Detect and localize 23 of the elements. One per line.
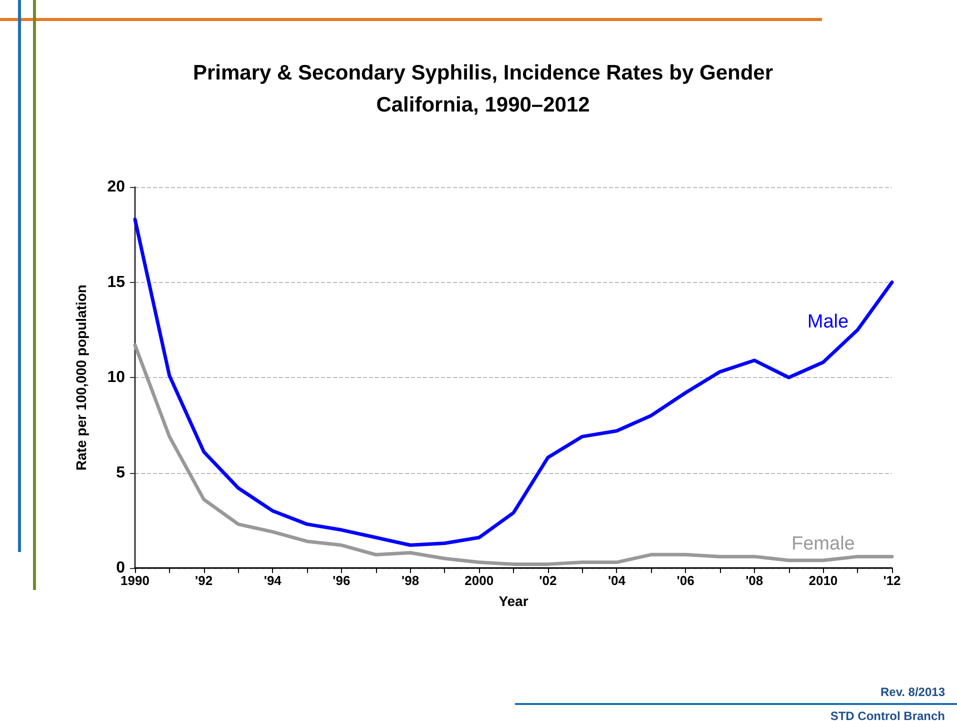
chart-title: Primary & Secondary Syphilis, Incidence Rates by Gender California, 1990–2012 [192,62,774,116]
x-tick-label: '92 [195,573,213,588]
x-tick-label: '04 [608,573,626,588]
y-tick-label: 20 [107,178,126,196]
x-tick-label: '96 [332,573,350,588]
x-tick-label: 2000 [464,573,494,588]
series-label: Female [792,533,855,554]
y-tick-label: 5 [116,464,126,482]
y-tick-label: 10 [107,369,126,386]
x-tick-label: '94 [264,573,282,588]
y-tick-label: 15 [107,274,126,291]
series-label: Male [807,311,849,332]
x-tick-label: 2010 [808,573,838,588]
text: STD Control Branch [830,709,945,721]
x-tick-label: '08 [746,573,764,588]
y-axis-title: Rate per 100,000 population [73,284,89,470]
x-axis-title: Year [498,593,529,609]
x-tick-label: '06 [676,573,694,588]
x-tick-label: '12 [883,573,901,588]
x-tick-label: '98 [401,573,420,588]
x-tick-label: '02 [539,573,557,588]
text: Rev. 8/2013 [880,685,945,699]
line-series [133,343,894,566]
